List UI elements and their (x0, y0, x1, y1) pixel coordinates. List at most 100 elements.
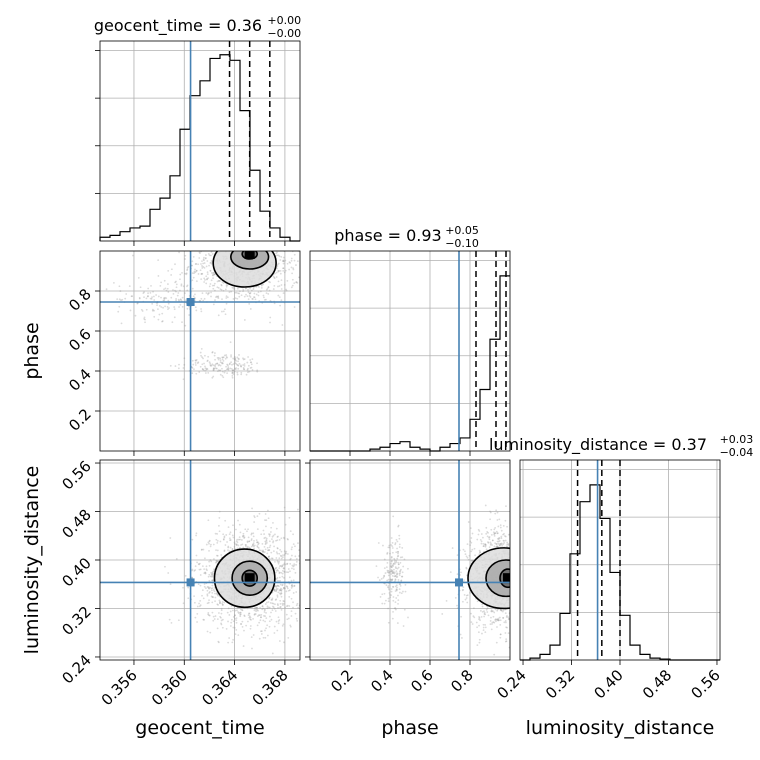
sample-point (206, 271, 209, 274)
sample-point (261, 542, 264, 545)
sample-point (150, 285, 152, 287)
sample-point (295, 604, 298, 607)
sample-point (264, 629, 266, 632)
sample-point (162, 299, 165, 302)
sample-point (278, 592, 281, 595)
sample-point (205, 568, 208, 571)
sample-point (282, 623, 285, 626)
sample-point (288, 268, 290, 271)
sample-point (296, 619, 299, 622)
sample-point (281, 572, 284, 575)
sample-point (266, 541, 268, 544)
sample-point (225, 242, 227, 244)
sample-point (217, 364, 220, 367)
sample-point (308, 261, 310, 263)
sample-point (219, 364, 222, 367)
sample-point (212, 619, 215, 622)
sample-point (513, 540, 515, 542)
sample-point (276, 547, 279, 549)
sample-point (210, 259, 213, 262)
sample-point (253, 516, 256, 519)
sample-point (121, 298, 124, 301)
sample-point (390, 537, 393, 539)
sample-point (291, 564, 294, 567)
sample-point (269, 544, 272, 547)
sample-point (263, 611, 266, 613)
sample-point (377, 576, 379, 579)
sample-point (249, 291, 252, 294)
sample-point (264, 603, 267, 605)
sample-point (496, 545, 498, 548)
sample-point (193, 368, 195, 371)
sample-point (282, 587, 285, 589)
sample-point (197, 563, 200, 565)
sample-point (515, 593, 517, 595)
sample-point (482, 626, 485, 629)
sample-point (268, 246, 270, 248)
sample-point (208, 549, 210, 552)
sample-point (260, 630, 263, 633)
sample-point (280, 557, 283, 560)
title-lower-error: −0.04 (720, 446, 754, 459)
sample-point (465, 567, 468, 570)
x-tick-label: 0.56 (687, 666, 723, 702)
sample-point (498, 518, 501, 521)
x-tick-label: 0.2 (327, 666, 357, 696)
sample-point (515, 605, 517, 607)
sample-point (241, 625, 244, 628)
sample-point (515, 600, 517, 602)
sample-point (195, 359, 198, 361)
density-contour (485, 559, 510, 598)
panel-title: geocent_time = 0.36 +0.00−0.00 (94, 14, 301, 40)
sample-point (518, 583, 520, 585)
sample-point (263, 546, 266, 548)
sample-point (213, 568, 215, 571)
sample-point (191, 372, 194, 375)
sample-point (191, 279, 194, 282)
sample-point (236, 543, 238, 546)
sample-point (247, 528, 249, 531)
sample-point (226, 541, 228, 543)
sample-point (516, 575, 518, 577)
sample-point (225, 356, 228, 358)
sample-point (277, 604, 279, 607)
sample-point (279, 554, 282, 557)
sample-point (491, 539, 494, 542)
sample-point (397, 524, 400, 527)
sample-point (251, 358, 254, 360)
sample-point (384, 572, 387, 574)
sample-point (496, 540, 499, 543)
sample-point (228, 614, 231, 616)
sample-point (392, 596, 395, 598)
sample-point (242, 534, 245, 537)
sample-point (213, 273, 216, 276)
sample-point (250, 363, 253, 366)
sample-point (240, 249, 242, 251)
sample-point (194, 364, 197, 366)
sample-point (206, 360, 209, 363)
sample-point (217, 358, 220, 361)
sample-point (229, 531, 232, 534)
sample-point (295, 591, 298, 593)
sample-point (244, 545, 247, 548)
sample-point (208, 614, 211, 617)
sample-point (513, 586, 515, 588)
sample-point (234, 609, 237, 612)
sample-point (144, 318, 146, 321)
sample-point (498, 537, 501, 539)
sample-point (279, 587, 282, 590)
sample-point (226, 356, 229, 359)
sample-point (221, 358, 224, 361)
sample-point (304, 565, 306, 567)
sample-point (199, 351, 202, 354)
sample-point (238, 246, 240, 248)
sample-point (279, 564, 282, 567)
sample-point (201, 292, 204, 295)
sample-point (270, 526, 273, 529)
sample-point (515, 600, 517, 602)
sample-point (517, 541, 519, 543)
sample-point (502, 524, 505, 527)
sample-point (264, 548, 267, 551)
sample-point (282, 256, 285, 259)
sample-point (208, 246, 210, 248)
